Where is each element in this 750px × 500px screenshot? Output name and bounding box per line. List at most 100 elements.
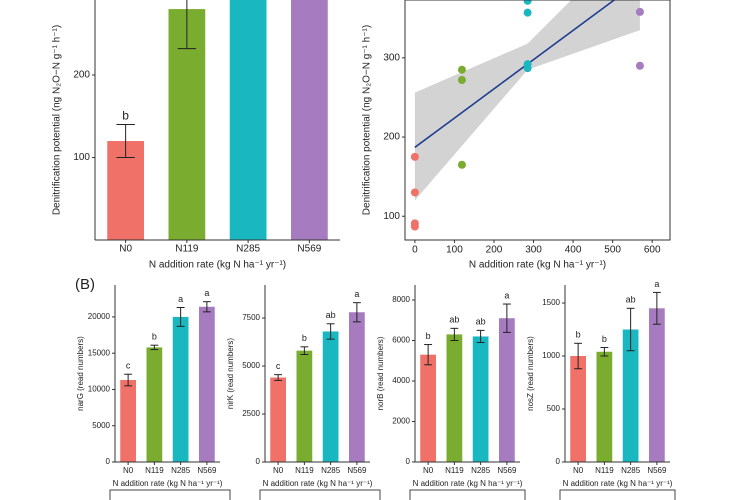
bar [229, 0, 267, 240]
significance-letter: ab [449, 315, 459, 325]
x-tick-label: N285 [171, 466, 191, 475]
y-axis-label: norB (read numbers) [376, 336, 385, 410]
significance-letter: b [576, 330, 581, 340]
significance-letter: b [302, 333, 307, 343]
x-tick-label: N285 [236, 244, 260, 255]
x-axis-label: N addition rate (kg N ha⁻¹ yr⁻¹) [149, 260, 286, 271]
panel-label: (B) [75, 276, 95, 293]
x-tick-label: N119 [595, 466, 614, 475]
x-tick-label: N285 [621, 466, 641, 475]
plot-area [420, 303, 515, 462]
y-axis-label: nirK (read numbers) [226, 338, 235, 409]
x-tick-label: 400 [565, 245, 582, 256]
y-axis-label: narG (read numbers) [76, 336, 85, 411]
point [457, 160, 466, 169]
bar [596, 351, 613, 462]
y-tick-label: 5000 [242, 361, 260, 370]
y-tick-label: 4000 [392, 376, 410, 385]
y-tick-label: 200 [73, 70, 90, 81]
plot-area [270, 302, 365, 462]
bar [472, 336, 489, 462]
y-tick-label: 500 [547, 404, 561, 413]
significance-letter: a [504, 290, 509, 300]
significance-letter: b [426, 331, 431, 341]
y-axis-label: nosZ (read numbers) [526, 336, 535, 411]
y-axis-label: Denitrification potential (ng N₂O−N g⁻¹ … [362, 25, 373, 215]
y-tick-label: 100 [383, 211, 400, 222]
bar [270, 377, 286, 462]
bar [649, 308, 665, 462]
point [410, 188, 419, 197]
bar [570, 356, 586, 462]
x-tick-label: N569 [197, 466, 217, 475]
confidence-band [414, 0, 640, 201]
x-tick-label: N0 [573, 466, 584, 475]
next-panel-frame [109, 489, 231, 500]
panel-border [404, 0, 671, 241]
y-tick-label: 15000 [88, 348, 111, 357]
y-tick-label: 200 [383, 132, 400, 143]
point [523, 64, 532, 73]
significance-letter: b [122, 109, 129, 123]
plot-area [120, 301, 215, 462]
significance-letter: b [602, 334, 607, 344]
y-tick-label: 20000 [88, 312, 111, 321]
x-tick-label: N119 [295, 466, 314, 475]
point [410, 152, 419, 161]
significance-letter: b [152, 332, 157, 342]
significance-letter: a [654, 279, 659, 289]
plot-area [410, 0, 644, 231]
significance-letter: a [178, 294, 183, 304]
plot-area [570, 291, 665, 462]
significance-letter: a [354, 289, 359, 299]
x-tick-label: 500 [604, 245, 621, 256]
y-tick-label: 0 [256, 457, 261, 466]
bar [349, 312, 365, 462]
y-tick-label: 100 [73, 152, 90, 163]
significance-letter: a [204, 288, 209, 298]
x-axis-label: N addition rate (kg N ha⁻¹ yr⁻¹) [413, 479, 523, 488]
bar [622, 329, 639, 462]
bar [446, 334, 463, 462]
y-axis-label: Denitrification potential (ng N₂O−N g⁻¹ … [52, 25, 63, 215]
x-tick-label: 100 [446, 245, 463, 256]
point [457, 76, 466, 84]
x-axis-label: N addition rate (kg N ha⁻¹ yr⁻¹) [469, 260, 606, 271]
y-tick-label: 7500 [242, 313, 260, 322]
y-tick-label: 300 [383, 52, 400, 63]
y-tick-label: 6000 [392, 336, 410, 345]
plot-area [107, 0, 328, 240]
x-axis-label: N addition rate (kg N ha⁻¹ yr⁻¹) [263, 479, 373, 488]
point [523, 0, 532, 5]
x-tick-label: N0 [273, 466, 284, 475]
x-tick-label: 600 [644, 245, 661, 256]
x-tick-label: N569 [647, 466, 667, 475]
bar [499, 318, 515, 462]
bar [199, 306, 215, 462]
x-tick-label: N119 [145, 466, 164, 475]
significance-letter: ab [626, 295, 636, 305]
x-tick-label: N285 [471, 466, 491, 475]
y-tick-label: 0 [556, 457, 561, 466]
significance-letter: ab [476, 317, 486, 327]
y-tick-label: 0 [106, 457, 111, 466]
x-tick-label: N0 [423, 466, 434, 475]
bar [420, 354, 436, 462]
bar [172, 316, 189, 462]
x-tick-label: N0 [123, 466, 134, 475]
point [457, 65, 466, 74]
bar [146, 347, 163, 462]
next-panel-frame [559, 489, 676, 500]
significance-letter: c [126, 361, 131, 371]
x-tick-label: N569 [297, 244, 321, 255]
y-tick-label: 10000 [88, 385, 111, 394]
x-tick-label: 300 [525, 245, 542, 256]
x-tick-label: N119 [175, 244, 199, 255]
bar [296, 350, 313, 462]
x-tick-label: N569 [347, 466, 367, 475]
y-tick-label: 0 [406, 457, 411, 466]
significance-letter: c [276, 361, 281, 371]
x-tick-label: N285 [321, 466, 341, 475]
y-tick-label: 1000 [542, 351, 560, 360]
point [635, 61, 644, 70]
